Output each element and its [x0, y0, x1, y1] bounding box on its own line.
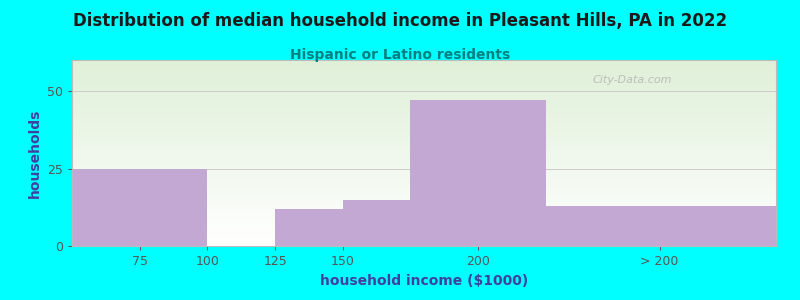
- Bar: [342, 200, 410, 246]
- Text: Hispanic or Latino residents: Hispanic or Latino residents: [290, 48, 510, 62]
- Bar: [275, 209, 342, 246]
- Text: City-Data.com: City-Data.com: [593, 75, 673, 85]
- Y-axis label: households: households: [27, 108, 42, 198]
- Bar: [410, 100, 546, 246]
- Text: Distribution of median household income in Pleasant Hills, PA in 2022: Distribution of median household income …: [73, 12, 727, 30]
- Bar: [546, 206, 776, 246]
- Bar: [72, 169, 207, 246]
- X-axis label: household income ($1000): household income ($1000): [320, 274, 528, 288]
